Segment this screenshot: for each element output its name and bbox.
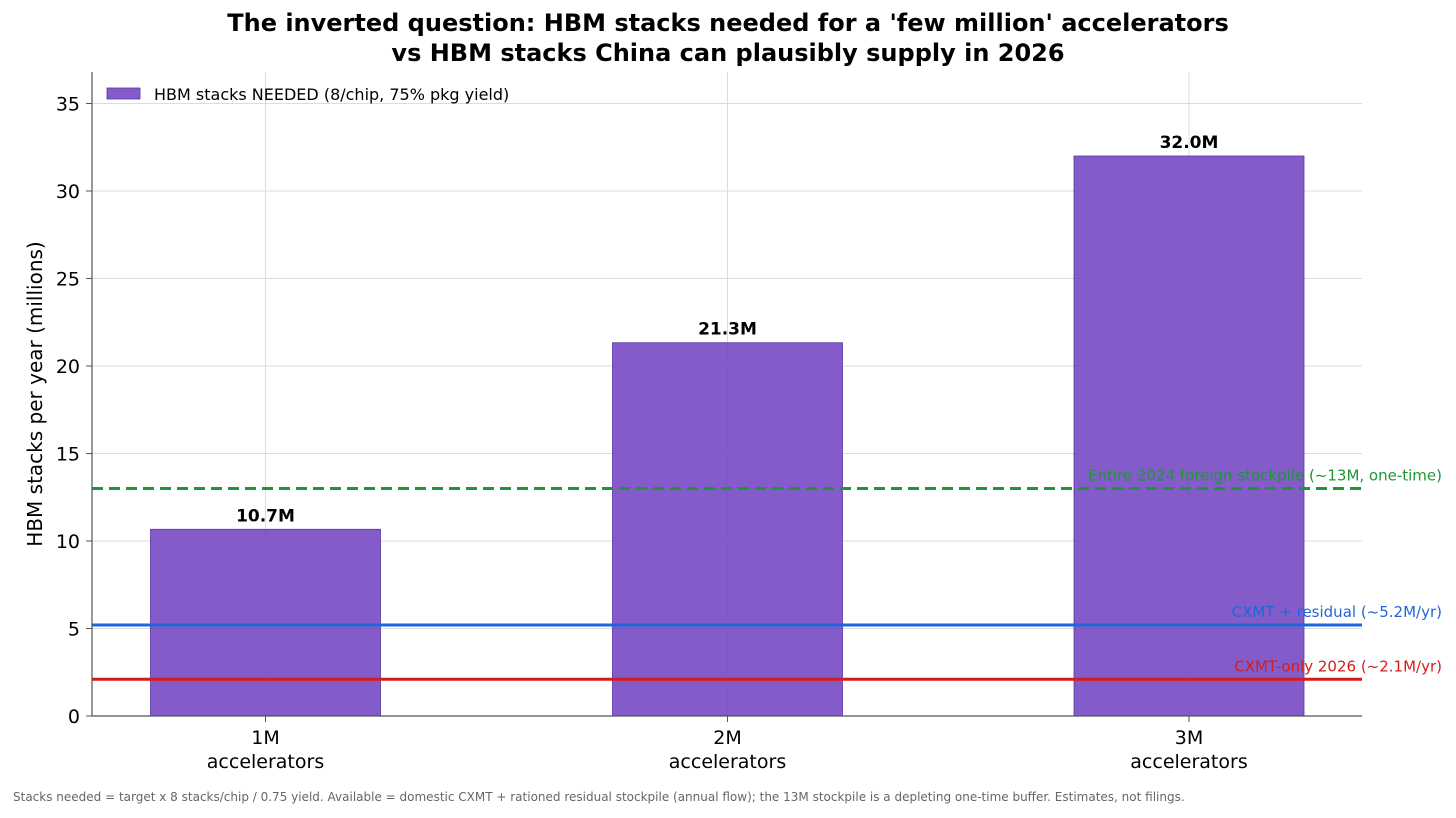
y-tick-label: 25 <box>56 269 80 291</box>
x-tick-label-line: 3M <box>1175 727 1203 749</box>
y-tick-label: 10 <box>56 531 80 553</box>
bar-value-label: 21.3M <box>698 320 757 340</box>
x-tick-label-line: accelerators <box>207 751 324 773</box>
x-tick-label-line: accelerators <box>669 751 786 773</box>
reference-line-label: Entire 2024 foreign stockpile (~13M, one… <box>1088 467 1442 485</box>
labels: 10.7M 21.3M 32.0M Entire 2024 foreign stock… <box>236 133 1442 675</box>
y-tick-label: 35 <box>56 94 80 116</box>
x-tick-label-line: 1M <box>251 727 279 749</box>
y-tick-label: 30 <box>56 181 80 203</box>
footnote: Stacks needed = target x 8 stacks/chip /… <box>13 790 1185 804</box>
legend-swatch <box>106 87 141 100</box>
x-tick-label: 1M accelerators <box>207 727 324 773</box>
x-tick-label-line: 2M <box>713 727 741 749</box>
legend-label: HBM stacks NEEDED (8/chip, 75% pkg yield… <box>154 85 509 104</box>
bar-value-label: 32.0M <box>1160 133 1219 153</box>
reference-line-label: CXMT + residual (~5.2M/yr) <box>1232 603 1442 621</box>
legend: HBM stacks NEEDED (8/chip, 75% pkg yield… <box>106 85 509 104</box>
reference-lines <box>92 487 1362 681</box>
bar <box>612 342 843 717</box>
bar <box>150 528 381 717</box>
y-tick-label: 20 <box>56 356 80 378</box>
y-axis-label: HBM stacks per year (millions) <box>23 241 47 546</box>
bar-value-label: 10.7M <box>236 506 295 526</box>
chart-title-line-1: The inverted question: HBM stacks needed… <box>227 9 1229 37</box>
bar <box>1073 155 1305 717</box>
bars <box>150 155 1305 717</box>
chart-title: The inverted question: HBM stacks needed… <box>0 8 1456 68</box>
x-tick-label: 3M accelerators <box>1130 727 1247 773</box>
x-tick-label-line: accelerators <box>1130 751 1247 773</box>
x-tick-label: 2M accelerators <box>669 727 786 773</box>
chart-title-line-2: vs HBM stacks China can plausibly supply… <box>391 39 1065 67</box>
y-tick-label: 5 <box>68 619 80 641</box>
y-tick-label: 15 <box>56 444 80 466</box>
reference-line-label: CXMT-only 2026 (~2.1M/yr) <box>1234 657 1442 675</box>
y-tick-label: 0 <box>68 706 80 728</box>
